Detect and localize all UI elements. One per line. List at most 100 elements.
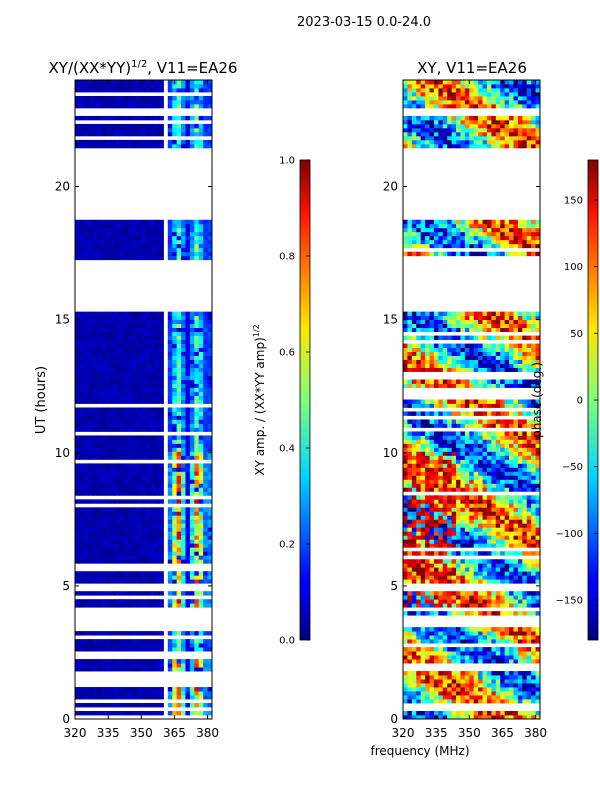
heatmap-cell [154, 115, 160, 121]
heatmap-cell [92, 339, 98, 344]
heatmap-cell [181, 515, 186, 520]
heatmap-cell [167, 599, 173, 604]
heatmap-cell [119, 399, 125, 404]
heatmap-cell [181, 539, 186, 544]
heatmap-cell [79, 347, 85, 352]
heatmap-cell [451, 539, 457, 544]
heatmap-cell [185, 359, 191, 364]
heatmap-cell [504, 487, 510, 492]
heatmap-cell [482, 683, 488, 688]
heatmap-cell [172, 647, 178, 652]
heatmap-cell [473, 499, 479, 504]
heatmap-cell [194, 703, 200, 708]
heatmap-cell [203, 231, 209, 237]
heatmap-cell [469, 527, 475, 532]
heatmap-cell [429, 563, 435, 568]
heatmap-cell [92, 415, 98, 420]
heatmap-cell [79, 375, 85, 380]
heatmap-cell [88, 443, 94, 448]
heatmap-cell [194, 575, 200, 580]
heatmap-cell [495, 575, 501, 580]
heatmap-cell [464, 447, 470, 452]
heatmap-cell [145, 407, 151, 412]
heatmap-cell [509, 575, 514, 580]
heatmap-cell [132, 223, 138, 229]
heatmap-cell [504, 655, 510, 660]
heatmap-cell [105, 659, 111, 664]
heatmap-cell [83, 555, 89, 560]
heatmap-cell [181, 115, 186, 121]
heatmap-cell [79, 599, 85, 604]
heatmap-cell [509, 431, 514, 436]
heatmap-cell [158, 143, 164, 149]
heatmap-cell [464, 515, 470, 520]
heatmap-cell [154, 255, 160, 261]
heatmap-cell [105, 427, 111, 432]
heatmap-cell [513, 483, 519, 488]
heatmap-cell [172, 315, 178, 321]
heatmap-cell [75, 631, 80, 636]
heatmap-cell [491, 531, 497, 536]
heatmap-cell [110, 411, 116, 416]
heatmap-cell [101, 363, 107, 368]
heatmap-cell [513, 551, 519, 556]
heatmap-cell [513, 567, 519, 572]
heatmap-cell [145, 667, 151, 672]
heatmap-cell [181, 547, 186, 552]
heatmap-cell [141, 575, 147, 580]
heatmap-cell [407, 655, 413, 660]
heatmap-cell [132, 359, 138, 364]
heatmap-cell [464, 471, 470, 476]
heatmap-cell [504, 683, 510, 688]
heatmap-cell [172, 603, 178, 608]
heatmap-cell [203, 647, 209, 652]
heatmap-cell [158, 571, 164, 576]
heatmap-cell [500, 559, 506, 564]
heatmap-cell [172, 511, 178, 516]
heatmap-cell [478, 451, 484, 456]
heatmap-cell [172, 247, 178, 253]
heatmap-cell [88, 247, 94, 253]
heatmap-cell [75, 703, 80, 708]
heatmap-cell [535, 523, 540, 528]
heatmap-cell [500, 711, 506, 716]
heatmap-cell [416, 679, 422, 684]
heatmap-cell [154, 599, 160, 604]
heatmap-cell [478, 399, 484, 404]
heatmap-cell [438, 515, 444, 520]
heatmap-cell [136, 387, 142, 392]
heatmap-cell [504, 579, 510, 584]
heatmap-cell [482, 627, 488, 632]
heatmap-cell [416, 591, 422, 596]
heatmap-cell [486, 419, 492, 424]
heatmap-cell [447, 423, 453, 428]
heatmap-cell [522, 531, 528, 536]
heatmap-cell [495, 495, 501, 500]
heatmap-cell [189, 523, 195, 528]
heatmap-cell [411, 435, 417, 440]
heatmap-cell [88, 643, 94, 648]
heatmap-cell [504, 639, 510, 644]
amplitude-xtick-label: 350 [130, 726, 153, 740]
heatmap-cell [203, 367, 209, 372]
heatmap-cell [491, 403, 497, 408]
heatmap-cell [101, 227, 107, 233]
heatmap-cell [194, 559, 200, 564]
heatmap-cell [464, 651, 470, 656]
heatmap-cell [509, 447, 514, 452]
heatmap-cell [451, 695, 457, 700]
heatmap-cell [491, 515, 497, 520]
heatmap-cell [522, 399, 528, 404]
heatmap-cell [407, 675, 413, 680]
heatmap-cell [145, 647, 151, 652]
heatmap-cell [425, 439, 431, 444]
heatmap-cell [420, 599, 426, 604]
heatmap-cell [136, 115, 142, 121]
heatmap-cell [469, 651, 475, 656]
heatmap-cell [136, 507, 142, 512]
heatmap-cell [79, 123, 85, 129]
heatmap-cell [83, 143, 89, 149]
heatmap-cell [158, 351, 164, 356]
heatmap-cell [198, 519, 204, 524]
heatmap-cell [460, 515, 466, 520]
